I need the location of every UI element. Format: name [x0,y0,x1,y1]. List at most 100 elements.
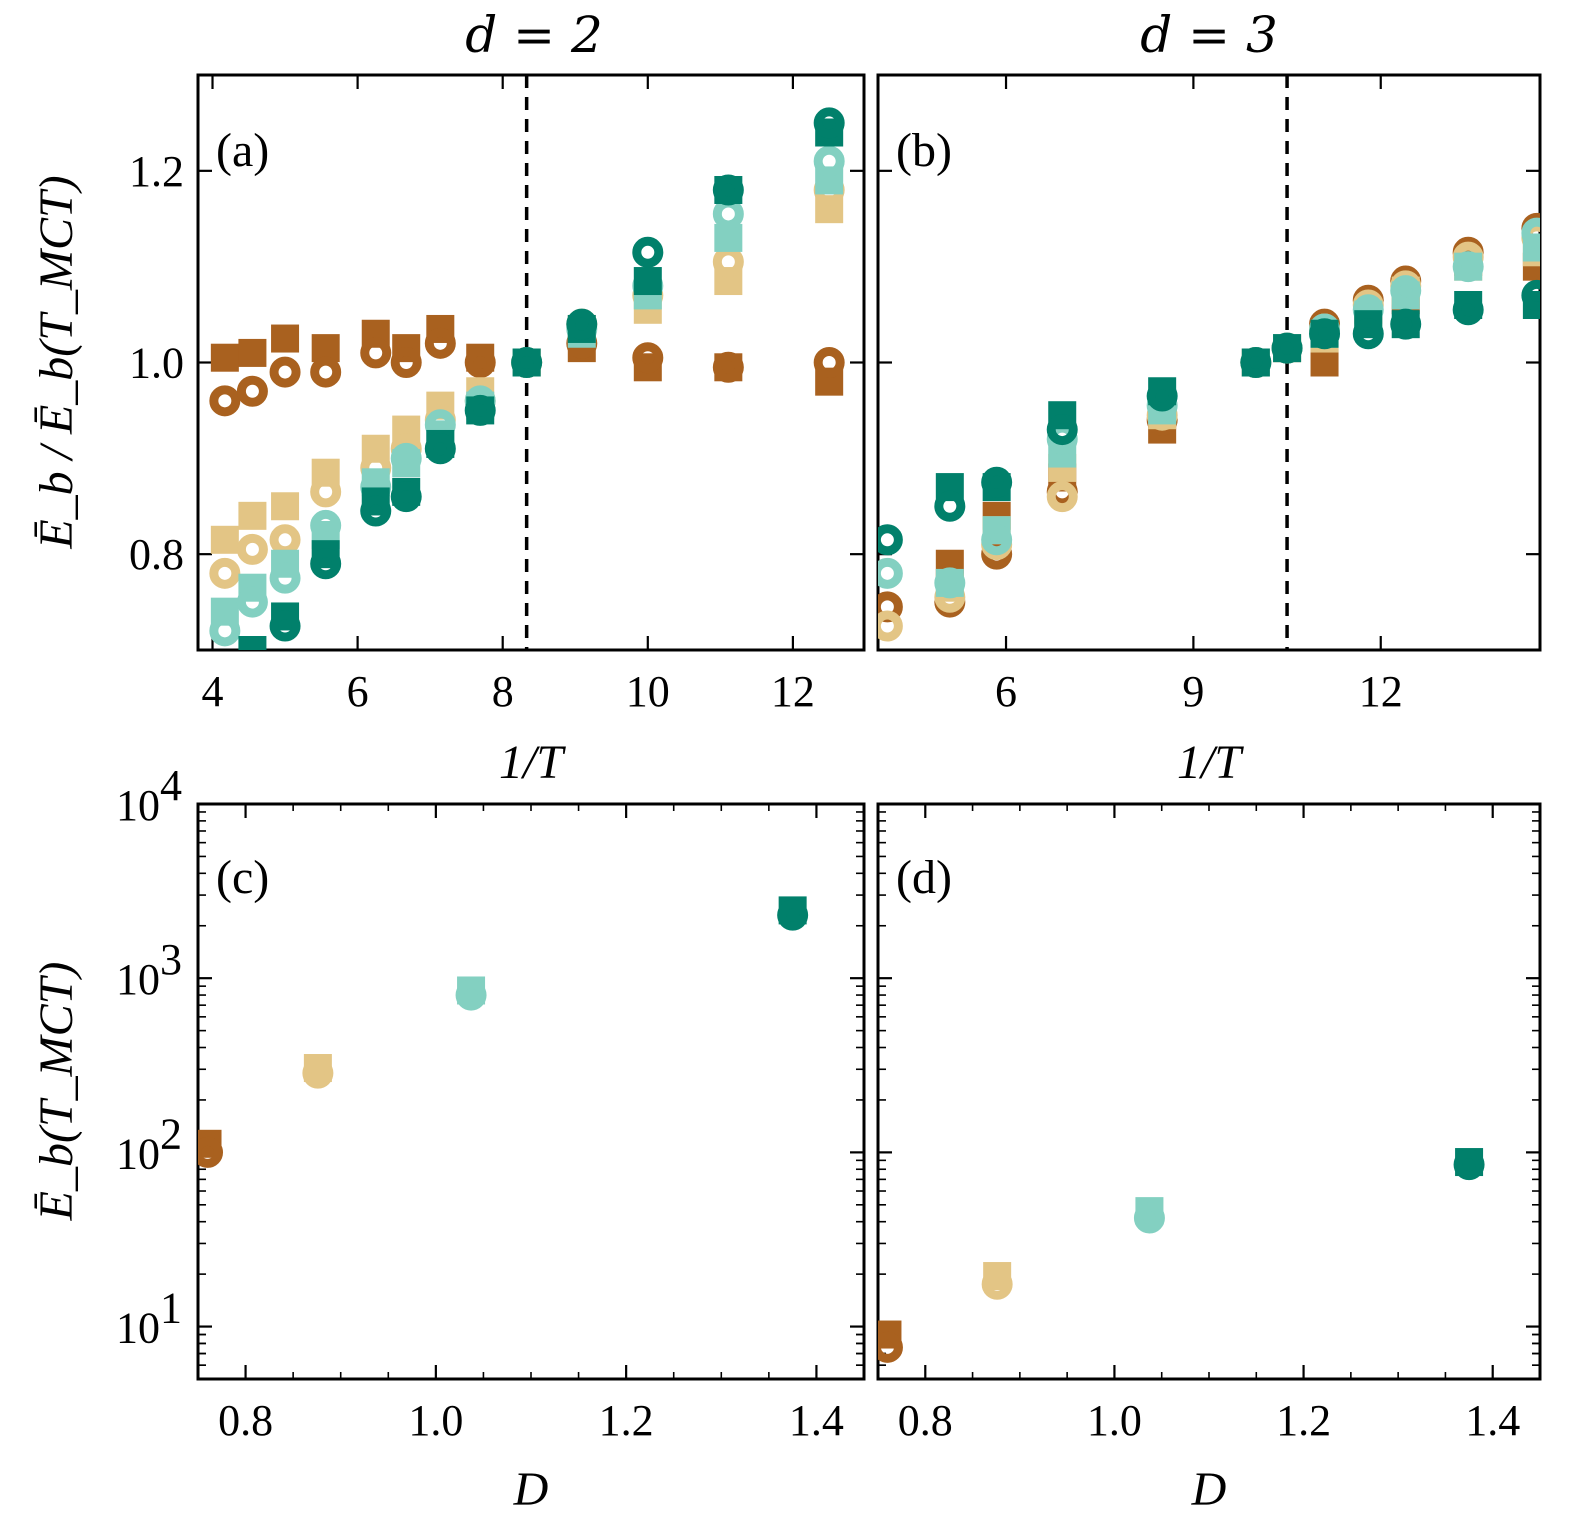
data-point-ring-mint [455,979,487,1011]
ylabel-top: Ē_b / Ē_b(T_MCT) [30,175,83,549]
data-point-ring-teal [813,107,845,139]
x-tick-label: 12 [771,667,815,716]
data-point-ring-mint [934,567,966,599]
data-point-ring-teal [1352,318,1384,350]
x-tick-label: 1.2 [1276,1396,1331,1445]
panel-a-ticks: 4 6 8 10 12 0.8 1.0 1.2 [129,75,864,716]
data-point-ring-brown [464,347,496,378]
data-point-ring-teal [1271,332,1303,364]
panel-label-a: (a) [216,124,269,177]
x-tick-label: 1.2 [599,1396,654,1445]
data-point-ring-tan [209,557,241,589]
title-d3: d = 3 [1140,6,1278,64]
y-tick-exponent: 3 [160,935,182,984]
y-tick-exponent: 4 [160,761,182,810]
x-tick-label: 1.0 [1087,1396,1142,1445]
y-tick-label: 10 [116,1304,160,1353]
data-point-ring-teal [1390,308,1422,340]
data-point-ring-mint [1521,217,1540,249]
xlabel-b: 1/T [1177,736,1244,789]
data-point-square-brown [238,338,267,367]
data-point-square-brown [271,324,300,353]
data-point-ring-teal [1309,318,1341,350]
data-point-ring-teal [360,495,392,527]
data-point-square-teal [633,267,662,296]
data-point-ring-mint [236,586,268,618]
xlabel-c: D [513,1463,549,1516]
data-point-ring-teal [632,236,664,268]
data-point-ring-brown [310,356,342,388]
x-tick-label: 0.8 [898,1396,953,1445]
data-point-ring-teal [934,490,966,522]
data-point-square-teal [238,636,267,650]
data-point-ring-teal [464,394,496,426]
x-tick-label: 12 [1359,667,1403,716]
y-tick-label: 10 [116,1129,160,1178]
data-point-ring-brown [813,347,845,378]
data-point-ring-mint [813,145,845,177]
panel-a: 4 6 8 10 12 0.8 1.0 1.2 (a) [129,73,866,716]
data-point-ring-teal [1452,294,1484,326]
data-point-ring-mint [878,557,903,589]
data-point-ring-teal [390,481,422,513]
data-point-ring-mint [269,562,301,594]
x-tick-label: 0.8 [218,1396,273,1445]
x-tick-label: 1.0 [408,1396,463,1445]
data-point-square-tan [238,501,267,530]
data-point-ring-tan [269,524,301,556]
y-tick-exponent: 1 [160,1284,182,1333]
x-tick-label: 1.4 [789,1396,844,1445]
panel-d-marks [878,1148,1485,1363]
data-point-ring-mint [209,615,241,647]
data-point-ring-tan [878,610,903,642]
data-point-ring-brown [236,375,268,407]
panel-b: 6 9 12 (b) [876,73,1542,716]
y-tick-exponent: 2 [160,1109,182,1158]
data-point-ring-brown [632,342,664,374]
data-point-ring-mint [1452,251,1484,283]
xlabel-a: 1/T [499,736,566,789]
panel-d-ticks: 0.8 1.0 1.2 1.4 [877,802,1541,1445]
panel-label-d: (d) [896,851,952,904]
data-point-ring-brown [712,351,744,383]
data-point-ring-teal [1240,347,1272,378]
data-point-ring-teal [566,308,598,340]
data-point-ring-brown [390,347,422,378]
data-point-ring-tan [310,476,342,508]
panel-d: 0.8 1.0 1.2 1.4 (d) [876,802,1542,1445]
data-point-ring-teal [511,347,543,378]
x-tick-label: 8 [492,667,514,716]
y-tick-label: 0.8 [129,530,184,579]
y-tick-label: 10 [116,781,160,830]
data-point-ring-teal [1046,414,1078,446]
data-point-ring-teal [712,174,744,206]
data-point-ring-mint [390,442,422,474]
data-point-ring-brown [424,327,456,359]
data-point-ring-teal [310,548,342,580]
x-tick-label: 9 [1182,667,1204,716]
data-point-square-tan [210,525,239,554]
y-tick-label: 1.0 [129,339,184,388]
data-point-ring-teal [1521,279,1540,311]
panel-c-marks [198,896,809,1168]
x-tick-label: 4 [202,667,224,716]
panel-d-frame [876,802,1542,1381]
panel-label-b: (b) [896,124,952,177]
data-point-ring-teal [424,433,456,465]
data-point-ring-tan [236,533,268,565]
x-tick-label: 1.4 [1465,1396,1520,1445]
data-point-ring-tan [302,1057,334,1089]
data-point-ring-mint [712,198,744,230]
data-point-ring-teal [1453,1149,1485,1181]
data-point-ring-brown [269,356,301,388]
data-point-ring-brown [360,337,392,369]
x-tick-label: 6 [347,667,369,716]
panel-label-c: (c) [216,851,269,904]
x-tick-label: 10 [626,667,670,716]
data-point-ring-mint [310,509,342,541]
title-d2: d = 2 [465,6,603,64]
x-tick-label: 6 [995,667,1017,716]
